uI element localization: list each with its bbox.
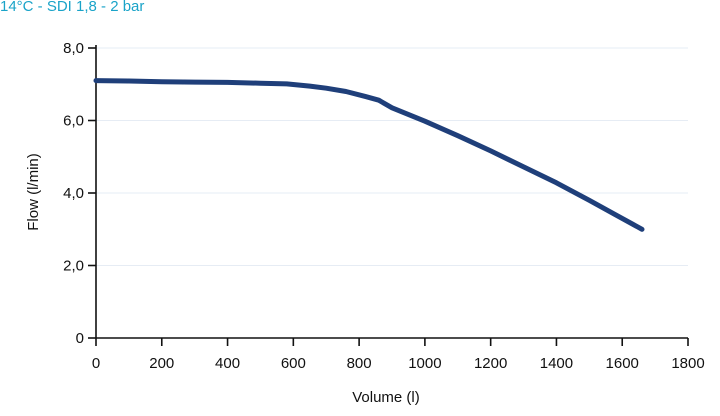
ticks: 0 2,0 4,0 6,0 8,0 0 200 400 600 800 1000 1200 1400 16… xyxy=(63,40,705,372)
flow-series-line xyxy=(93,78,645,232)
x-tick-label-2: 400 xyxy=(215,355,240,372)
x-tick-label-9: 1800 xyxy=(671,355,704,372)
x-tick-label-4: 800 xyxy=(347,355,372,372)
x-tick-label-5: 1000 xyxy=(408,355,441,372)
x-tick-label-6: 1200 xyxy=(474,355,507,372)
y-tick-label-2: 4,0 xyxy=(63,185,84,202)
x-tick-label-7: 1400 xyxy=(540,355,573,372)
x-tick-label-3: 600 xyxy=(281,355,306,372)
y-tick-label-3: 6,0 xyxy=(63,113,84,130)
y-tick-label-0: 0 xyxy=(76,330,84,347)
axes xyxy=(95,45,688,339)
y-tick-label-4: 8,0 xyxy=(63,40,84,57)
y-tick-label-1: 2,0 xyxy=(63,258,84,275)
x-axis-title: Volume (l) xyxy=(352,389,420,406)
x-tick-label-8: 1600 xyxy=(606,355,639,372)
y-axis-title: Flow (l/min) xyxy=(25,153,42,231)
gridlines xyxy=(96,47,688,266)
x-tick-label-1: 200 xyxy=(149,355,174,372)
x-tick-label-0: 0 xyxy=(92,355,100,372)
chart-title: 14°C - SDI 1,8 - 2 bar xyxy=(0,0,145,15)
